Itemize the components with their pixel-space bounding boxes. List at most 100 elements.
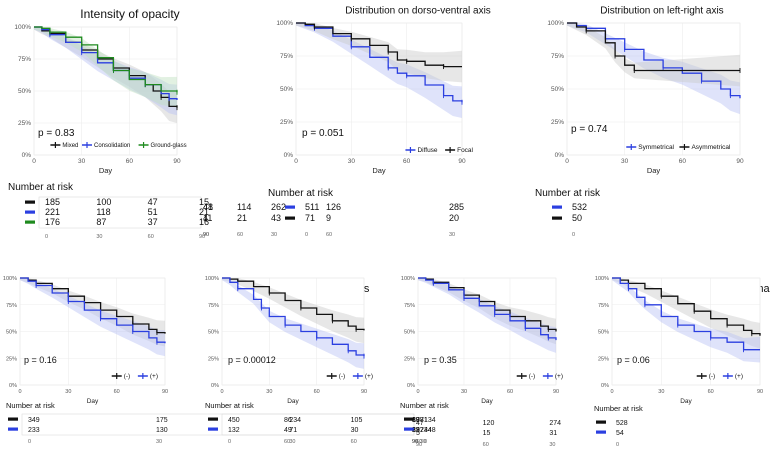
risk-cell: 35 (412, 427, 420, 434)
risk-cell: 448 (424, 427, 436, 434)
risk-cell: 285 (449, 202, 464, 212)
p-value: p = 0.06 (617, 355, 650, 365)
confidence-band (20, 278, 165, 357)
y-tick-label: 75% (18, 56, 31, 63)
risk-table-title: Number at risk (535, 188, 601, 199)
risk-tick-label: 90 (199, 234, 205, 240)
y-tick-label: 75% (6, 303, 17, 309)
risk-cell: 511 (305, 202, 319, 212)
risk-tick-label: 60 (237, 232, 243, 238)
survival-curve-ground-glass (34, 26, 178, 93)
risk-tick-label: 60 (326, 232, 332, 238)
confidence-band (34, 27, 177, 108)
survival-curve-- (612, 277, 760, 351)
risk-cell: 47 (148, 197, 158, 207)
x-axis-label: Day (372, 166, 386, 175)
risk-tick-label: 60 (351, 439, 357, 445)
risk-row-swatch (552, 216, 562, 220)
x-axis-label: Day (481, 398, 493, 405)
confidence-band (34, 27, 177, 123)
x-tick-label: 60 (314, 389, 320, 395)
risk-row-swatch (8, 417, 18, 421)
x-tick-label: 0 (416, 389, 419, 395)
y-tick-label: 100% (401, 276, 415, 282)
legend-label: Diffuse (417, 147, 437, 154)
x-tick-label: 90 (458, 158, 466, 165)
y-tick-label: 50% (598, 330, 609, 336)
risk-tick-label: 60 (416, 439, 422, 445)
risk-row-swatch (285, 216, 295, 220)
risk-cell: 97 (416, 427, 424, 434)
km-panel-2: Distribution on dorso-ventral axis 0% 25% 5… (203, 6, 491, 239)
risk-table-title: Number at risk (268, 188, 334, 199)
x-tick-label: 60 (126, 158, 134, 165)
y-tick-label: 0% (601, 383, 609, 389)
risk-row-swatch (208, 427, 218, 431)
legend: (+) (-) (696, 373, 743, 380)
y-tick-label: 25% (598, 356, 609, 362)
risk-cell: 71 (420, 417, 428, 424)
y-tick-label: 0% (407, 383, 415, 389)
x-axis-label: Day (680, 398, 692, 405)
risk-cell: 176 (45, 217, 60, 227)
risk-cell: 71 (289, 427, 297, 434)
y-tick-label: 0% (555, 152, 565, 159)
x-tick-label: 30 (65, 389, 71, 395)
risk-table-title: Number at risk (6, 401, 55, 410)
y-tick-label: 100% (547, 20, 564, 27)
x-axis-label: Day (99, 166, 113, 175)
risk-row-swatch (25, 200, 35, 204)
risk-cell: 185 (45, 197, 60, 207)
km-panel-3: Distribution on left-right axis 0% 25% 50% 7… (203, 6, 744, 239)
x-tick-label: 60 (507, 389, 513, 395)
risk-row-swatch (404, 417, 414, 421)
risk-table-frame (221, 413, 415, 436)
risk-table-frame (38, 196, 202, 229)
risk-tick-label: 90 (412, 439, 418, 445)
legend: (+) (-) (111, 373, 158, 380)
risk-cell: 15 (199, 197, 209, 207)
risk-row-swatch (25, 210, 35, 214)
x-tick-label: 30 (78, 158, 86, 165)
risk-row-swatch (285, 205, 295, 209)
legend-label: Symmetrical (638, 144, 674, 151)
y-tick-label: 50% (6, 330, 17, 336)
risk-table-title: Number at risk (400, 401, 449, 410)
risk-cell: 118 (96, 207, 110, 217)
confidence-band (612, 278, 760, 363)
risk-tick-label: 90 (203, 232, 209, 238)
y-tick-label: 75% (551, 53, 564, 60)
x-tick-label: 60 (403, 158, 411, 165)
risk-cell: 39 (412, 417, 420, 424)
risk-table-title: Number at risk (594, 404, 643, 413)
risk-tick-label: 60 (483, 442, 489, 448)
x-tick-label: 30 (621, 158, 629, 165)
risk-tick-label: 0 (616, 442, 619, 448)
legend-label: (-) (529, 373, 536, 380)
x-axis-label: Day (647, 166, 661, 175)
y-tick-label: 100% (205, 276, 219, 282)
risk-cell: 20 (449, 213, 459, 223)
risk-cell: 126 (326, 202, 341, 212)
risk-cell: 233 (28, 427, 40, 434)
x-tick-label: 30 (461, 389, 467, 395)
x-tick-label: 30 (266, 389, 272, 395)
risk-tick-label: 90 (416, 442, 422, 448)
confidence-band (296, 23, 462, 118)
x-tick-label: 30 (348, 158, 356, 165)
confidence-band (612, 278, 760, 349)
risk-cell: 532 (572, 202, 587, 212)
risk-tick-label: 30 (420, 439, 426, 445)
risk-cell: 38 (416, 417, 424, 424)
risk-cell: 87 (96, 217, 106, 227)
risk-tick-label: 30 (156, 439, 162, 445)
x-tick-label: 60 (679, 158, 687, 165)
y-tick-label: 100% (14, 24, 31, 31)
risk-tick-label: 0 (228, 439, 231, 445)
legend-label: (-) (339, 373, 346, 380)
risk-tick-label: 30 (549, 442, 555, 448)
risk-tick-label: 30 (96, 234, 102, 240)
risk-tick-label: 60 (284, 439, 290, 445)
risk-row-swatch (596, 420, 606, 424)
risk-row-swatch (25, 220, 35, 224)
